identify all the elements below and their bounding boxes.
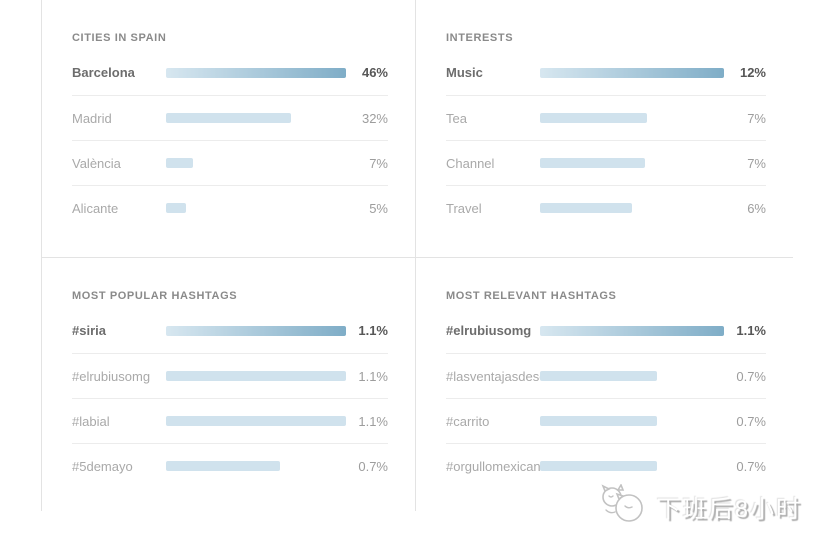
bar-track [166,461,346,471]
row-label: Tea [446,110,467,126]
row-label: València [72,155,121,171]
bar-fill [166,113,292,123]
row-value: 32% [361,110,388,126]
bar-track [166,158,346,168]
bar-fill [540,416,658,426]
row-value: 1.1% [358,323,388,338]
panel-title: MOST RELEVANT HASHTAGS [446,290,617,302]
panel-interests: INTERESTS Music 12% Tea 7% Channel 7% Tr… [416,0,793,258]
row-label: Alicante [72,200,119,216]
row-value: 12% [739,65,766,80]
stat-row: Barcelona 46% [72,50,388,95]
row-label: Channel [446,155,495,171]
stat-row: Music 12% [446,50,766,95]
row-label: #5demayo [72,458,133,474]
row-label: #siria [72,323,106,338]
bar-fill [166,416,346,426]
row-value: 7% [747,155,766,171]
row-value: 0.7% [736,413,766,429]
stat-row: #orgullomexicano 0.7% [446,443,766,488]
stat-row: Travel 6% [446,185,766,230]
panel-most-popular-hashtags: MOST POPULAR HASHTAGS #siria 1.1% #elrub… [42,258,416,511]
bar-fill [166,158,194,168]
bar-fill [166,325,346,336]
stat-row: Madrid 32% [72,95,388,140]
bar-fill [166,461,281,471]
stats-grid: CITIES IN SPAIN Barcelona 46% Madrid 32%… [41,0,793,511]
stat-row: #labial 1.1% [72,398,388,443]
stat-row: València 7% [72,140,388,185]
row-label: Madrid [72,110,112,126]
bar-track [540,67,724,78]
row-label: #orgullomexicano [446,458,540,474]
row-value: 1.1% [358,413,388,429]
bar-fill [540,371,658,381]
row-label: Travel [446,200,482,216]
row-label: #lasventajasdeser [446,368,540,384]
stat-row: #elrubiusomg 1.1% [446,308,766,353]
row-label: #carrito [446,413,490,429]
stat-row: #lasventajasdeser 0.7% [446,353,766,398]
row-value: 1.1% [736,323,766,338]
bar-track [540,416,724,426]
row-value: 5% [369,200,388,216]
row-value: 7% [369,155,388,171]
row-label: #elrubiusomg [72,368,151,384]
row-value: 0.7% [736,458,766,474]
bar-track [166,325,346,336]
bar-track [166,113,346,123]
stat-row: #5demayo 0.7% [72,443,388,488]
bar-track [166,416,346,426]
stat-row: #elrubiusomg 1.1% [72,353,388,398]
panel-title: INTERESTS [446,32,514,44]
bar-track [540,461,724,471]
bar-fill [540,203,632,213]
row-value: 0.7% [736,368,766,384]
bar-fill [540,158,645,168]
watermark: 下班后8小时 [599,483,802,529]
bar-fill [540,325,724,336]
stat-row: Channel 7% [446,140,766,185]
bar-track [540,325,724,336]
row-value: 7% [747,110,766,126]
panel-cities-in-spain: CITIES IN SPAIN Barcelona 46% Madrid 32%… [42,0,416,258]
row-value: 6% [747,200,766,216]
bar-fill [166,203,186,213]
bar-fill [540,113,648,123]
bar-track [540,371,724,381]
bar-track [166,203,346,213]
row-label: Music [446,65,483,80]
row-label: #labial [72,413,110,429]
stat-row: #carrito 0.7% [446,398,766,443]
bar-track [166,67,346,78]
row-value: 0.7% [358,458,388,474]
bar-track [166,371,346,381]
watermark-text: 下班后8小时 [656,496,802,523]
bar-fill [540,67,724,78]
stat-row: Tea 7% [446,95,766,140]
row-value: 1.1% [358,368,388,384]
panel-most-relevant-hashtags: MOST RELEVANT HASHTAGS #elrubiusomg 1.1%… [416,258,793,511]
bar-track [540,158,724,168]
panel-title: MOST POPULAR HASHTAGS [72,290,238,302]
bar-fill [166,67,346,78]
row-label: #elrubiusomg [446,323,532,338]
watermark-logo-icon [599,483,651,529]
bar-track [540,203,724,213]
bar-fill [540,461,658,471]
panel-title: CITIES IN SPAIN [72,32,167,44]
row-value: 46% [361,65,388,80]
bar-track [540,113,724,123]
stat-row: Alicante 5% [72,185,388,230]
bar-fill [166,371,346,381]
row-label: Barcelona [72,65,135,80]
stat-row: #siria 1.1% [72,308,388,353]
